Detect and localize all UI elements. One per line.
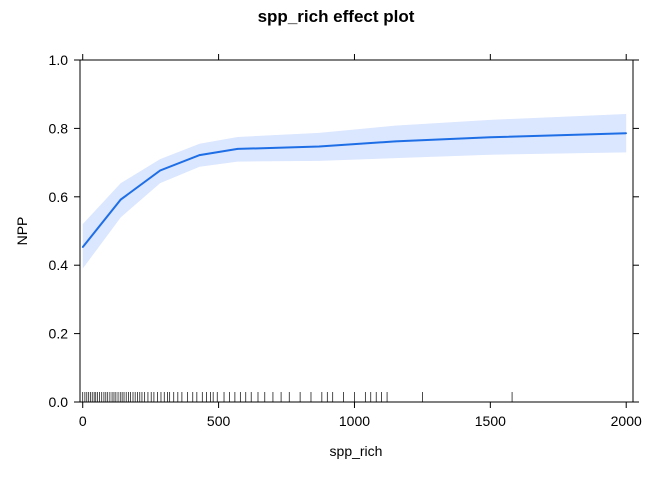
effect-point xyxy=(159,169,161,172)
x-tick-label: 1500 xyxy=(475,413,506,429)
effect-line-layer xyxy=(81,132,628,248)
y-tick-label: 1.0 xyxy=(49,52,69,68)
x-tick-label: 0 xyxy=(79,413,87,429)
confidence-band xyxy=(82,114,627,269)
y-axis-ticks: 0.0 0.2 0.4 0.6 0.8 1.0 xyxy=(49,52,639,410)
effect-point xyxy=(236,148,239,150)
x-tick-label: 1000 xyxy=(339,413,370,429)
x-axis-label: spp_rich xyxy=(330,443,383,459)
x-tick-label: 2000 xyxy=(611,413,642,429)
y-tick-label: 0.8 xyxy=(49,120,69,136)
effect-point xyxy=(625,132,628,134)
effect-point xyxy=(198,154,201,156)
effect-point xyxy=(81,246,84,248)
y-tick-label: 0.2 xyxy=(49,326,69,342)
effect-point xyxy=(119,198,122,201)
plot-frame xyxy=(79,59,634,403)
y-tick-label: 0.6 xyxy=(49,189,69,205)
y-tick-label: 0.0 xyxy=(49,394,69,410)
y-tick-label: 0.4 xyxy=(49,257,69,273)
chart-title: spp_rich effect plot xyxy=(258,7,415,26)
x-tick-label: 500 xyxy=(207,413,231,429)
effect-point xyxy=(318,145,320,148)
effect-point xyxy=(394,140,397,143)
y-axis-label: NPP xyxy=(14,217,30,246)
confidence-band-layer xyxy=(82,114,627,269)
effect-point xyxy=(489,136,492,139)
x-axis-ticks: 0 500 1000 1500 2000 xyxy=(79,54,642,429)
rug-layer xyxy=(82,392,513,402)
